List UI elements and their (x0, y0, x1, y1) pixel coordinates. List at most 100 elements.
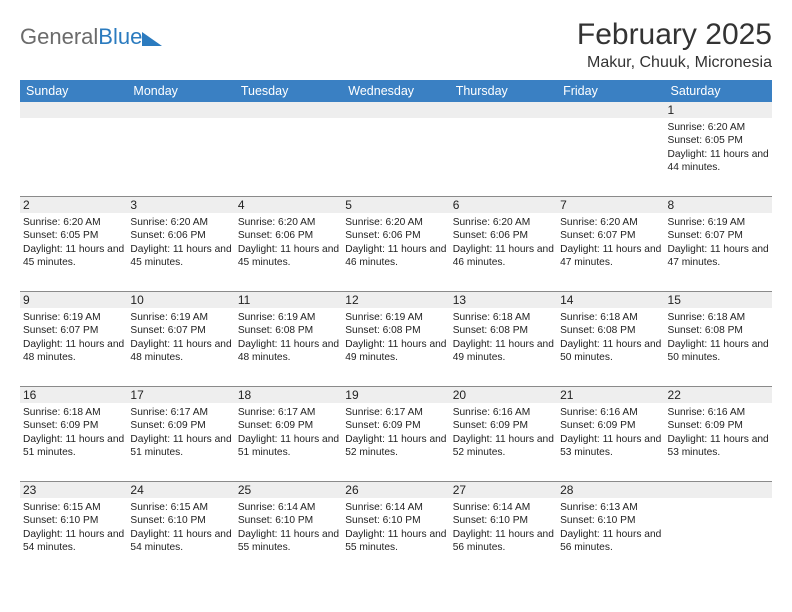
day-content: Sunrise: 6:20 AMSunset: 6:06 PMDaylight:… (453, 215, 554, 269)
logo-word1: General (20, 24, 98, 49)
sunset-text: Sunset: 6:06 PM (130, 229, 231, 242)
day-cell: Sunrise: 6:14 AMSunset: 6:10 PMDaylight:… (342, 498, 449, 576)
day-cell: Sunrise: 6:18 AMSunset: 6:09 PMDaylight:… (20, 403, 127, 481)
day-content: Sunrise: 6:13 AMSunset: 6:10 PMDaylight:… (560, 500, 661, 554)
day-number: 5 (342, 197, 449, 213)
day-number (235, 102, 342, 118)
daylight-text: Daylight: 11 hours and 47 minutes. (668, 243, 769, 270)
weekday-monday: Monday (127, 80, 234, 102)
sunset-text: Sunset: 6:09 PM (130, 419, 231, 432)
day-content: Sunrise: 6:19 AMSunset: 6:08 PMDaylight:… (238, 310, 339, 364)
sunset-text: Sunset: 6:05 PM (23, 229, 124, 242)
sunrise-text: Sunrise: 6:20 AM (560, 216, 661, 229)
weekday-friday: Friday (557, 80, 664, 102)
sunset-text: Sunset: 6:07 PM (23, 324, 124, 337)
daylight-text: Daylight: 11 hours and 56 minutes. (560, 528, 661, 555)
logo: GeneralBlue (20, 18, 162, 50)
sunrise-text: Sunrise: 6:19 AM (668, 216, 769, 229)
daylight-text: Daylight: 11 hours and 51 minutes. (130, 433, 231, 460)
day-number-row: 2345678 (20, 197, 772, 213)
logo-word2: Blue (98, 24, 142, 49)
sunset-text: Sunset: 6:10 PM (345, 514, 446, 527)
calendar-page: GeneralBlue February 2025 Makur, Chuuk, … (0, 0, 792, 576)
daylight-text: Daylight: 11 hours and 54 minutes. (23, 528, 124, 555)
day-content: Sunrise: 6:20 AMSunset: 6:05 PMDaylight:… (23, 215, 124, 269)
sunrise-text: Sunrise: 6:14 AM (238, 501, 339, 514)
day-number: 23 (20, 482, 127, 498)
sunrise-text: Sunrise: 6:18 AM (560, 311, 661, 324)
day-cell (342, 118, 449, 196)
sunset-text: Sunset: 6:08 PM (560, 324, 661, 337)
day-cell (235, 118, 342, 196)
sunrise-text: Sunrise: 6:19 AM (130, 311, 231, 324)
daylight-text: Daylight: 11 hours and 45 minutes. (238, 243, 339, 270)
day-cell: Sunrise: 6:15 AMSunset: 6:10 PMDaylight:… (20, 498, 127, 576)
day-content: Sunrise: 6:16 AMSunset: 6:09 PMDaylight:… (560, 405, 661, 459)
weeks-container: 1Sunrise: 6:20 AMSunset: 6:05 PMDaylight… (20, 102, 772, 576)
sunset-text: Sunset: 6:10 PM (23, 514, 124, 527)
sunset-text: Sunset: 6:07 PM (560, 229, 661, 242)
sunset-text: Sunset: 6:08 PM (453, 324, 554, 337)
daylight-text: Daylight: 11 hours and 46 minutes. (345, 243, 446, 270)
day-cell: Sunrise: 6:20 AMSunset: 6:05 PMDaylight:… (665, 118, 772, 196)
sunset-text: Sunset: 6:10 PM (453, 514, 554, 527)
day-number: 16 (20, 387, 127, 403)
day-cell: Sunrise: 6:20 AMSunset: 6:06 PMDaylight:… (342, 213, 449, 291)
day-cell: Sunrise: 6:19 AMSunset: 6:08 PMDaylight:… (342, 308, 449, 386)
day-content: Sunrise: 6:20 AMSunset: 6:06 PMDaylight:… (345, 215, 446, 269)
daylight-text: Daylight: 11 hours and 48 minutes. (130, 338, 231, 365)
daylight-text: Daylight: 11 hours and 45 minutes. (130, 243, 231, 270)
day-cell: Sunrise: 6:20 AMSunset: 6:05 PMDaylight:… (20, 213, 127, 291)
week-row: Sunrise: 6:20 AM Sunset: 6:05 PM Daylight:… (20, 213, 772, 292)
weekday-thursday: Thursday (450, 80, 557, 102)
day-number: 8 (665, 197, 772, 213)
day-content: Sunrise: 6:14 AMSunset: 6:10 PMDaylight:… (238, 500, 339, 554)
sunrise-text: Sunrise: 6:16 AM (560, 406, 661, 419)
daylight-text: Daylight: 11 hours and 54 minutes. (130, 528, 231, 555)
day-number: 11 (235, 292, 342, 308)
day-number: 13 (450, 292, 557, 308)
week-row: Sunrise: 6:15 AMSunset: 6:10 PMDaylight:… (20, 498, 772, 576)
day-number: 4 (235, 197, 342, 213)
day-number: 12 (342, 292, 449, 308)
day-cell: Sunrise: 6:15 AMSunset: 6:10 PMDaylight:… (127, 498, 234, 576)
daylight-text: Daylight: 11 hours and 51 minutes. (238, 433, 339, 460)
daylight-text: Daylight: 11 hours and 53 minutes. (668, 433, 769, 460)
sunrise-text: Sunrise: 6:20 AM (130, 216, 231, 229)
day-number: 17 (127, 387, 234, 403)
day-cell (557, 118, 664, 196)
sunrise-text: Sunrise: 6:19 AM (238, 311, 339, 324)
day-number: 10 (127, 292, 234, 308)
daylight-text: Daylight: 11 hours and 52 minutes. (345, 433, 446, 460)
day-number: 14 (557, 292, 664, 308)
sunrise-text: Sunrise: 6:15 AM (23, 501, 124, 514)
day-cell (665, 498, 772, 576)
sunrise-text: Sunrise: 6:17 AM (238, 406, 339, 419)
day-cell: Sunrise: 6:18 AMSunset: 6:08 PMDaylight:… (557, 308, 664, 386)
daylight-text: Daylight: 11 hours and 48 minutes. (23, 338, 124, 365)
day-content: Sunrise: 6:18 AMSunset: 6:08 PMDaylight:… (453, 310, 554, 364)
sunrise-text: Sunrise: 6:18 AM (23, 406, 124, 419)
day-number: 7 (557, 197, 664, 213)
daylight-text: Daylight: 11 hours and 46 minutes. (453, 243, 554, 270)
daylight-text: Daylight: 11 hours and 48 minutes. (238, 338, 339, 365)
day-number: 9 (20, 292, 127, 308)
sunrise-text: Sunrise: 6:14 AM (345, 501, 446, 514)
day-cell: Sunrise: 6:19 AMSunset: 6:07 PMDaylight:… (127, 308, 234, 386)
daylight-text: Daylight: 11 hours and 50 minutes. (560, 338, 661, 365)
day-cell (450, 118, 557, 196)
sunrise-text: Sunrise: 6:14 AM (453, 501, 554, 514)
day-content: Sunrise: 6:15 AMSunset: 6:10 PMDaylight:… (23, 500, 124, 554)
day-cell: Sunrise: 6:14 AMSunset: 6:10 PMDaylight:… (450, 498, 557, 576)
day-cell: Sunrise: 6:20 AMSunset: 6:07 PMDaylight:… (557, 213, 664, 291)
sunrise-text: Sunrise: 6:20 AM (453, 216, 554, 229)
sunset-text: Sunset: 6:08 PM (345, 324, 446, 337)
day-content: Sunrise: 6:14 AMSunset: 6:10 PMDaylight:… (345, 500, 446, 554)
day-cell: Sunrise: 6:17 AMSunset: 6:09 PMDaylight:… (127, 403, 234, 481)
day-number: 24 (127, 482, 234, 498)
day-content: Sunrise: 6:20 AMSunset: 6:06 PMDaylight:… (238, 215, 339, 269)
day-content: Sunrise: 6:20 AMSunset: 6:07 PMDaylight:… (560, 215, 661, 269)
daylight-text: Daylight: 11 hours and 47 minutes. (560, 243, 661, 270)
sunrise-text: Sunrise: 6:20 AM (238, 216, 339, 229)
day-number-row: 9101112131415 (20, 292, 772, 308)
